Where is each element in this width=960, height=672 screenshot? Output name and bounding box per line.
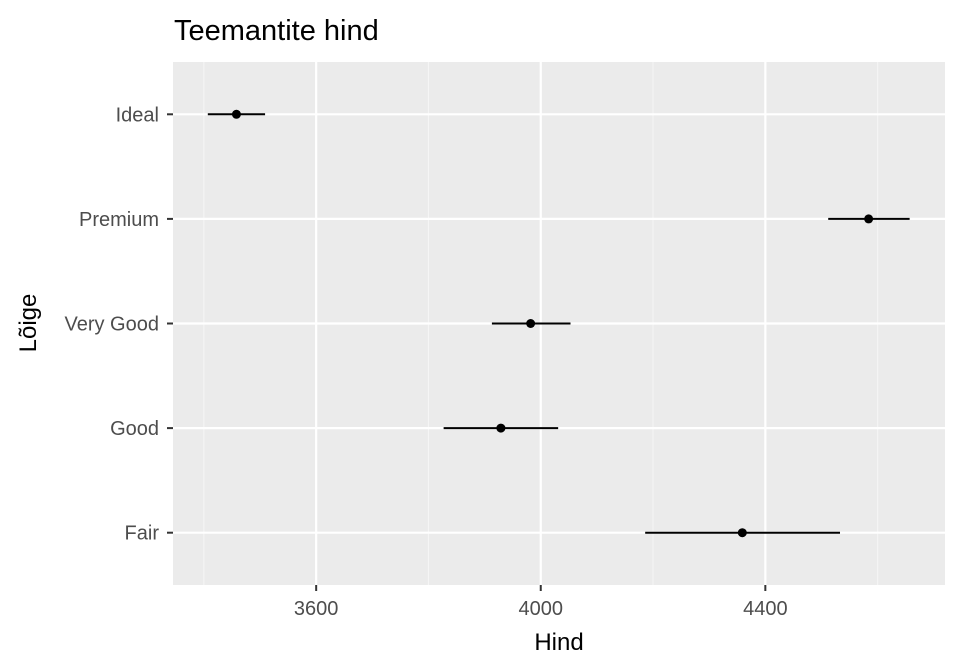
point-good <box>496 423 506 433</box>
data-marks <box>207 109 910 538</box>
chart-title: Teemantite hind <box>174 15 379 47</box>
x-tick-label: 3600 <box>294 598 339 620</box>
y-tick-label: Premium <box>79 209 159 231</box>
y-tick-label: Very Good <box>64 314 159 336</box>
y-axis: Fair Good Very Good Premium Ideal <box>64 104 173 545</box>
point-very-good <box>526 319 536 328</box>
point-fair <box>737 528 747 538</box>
point-ideal <box>231 109 241 119</box>
x-tick-label: 4400 <box>743 598 788 620</box>
y-tick-label: Fair <box>125 523 160 545</box>
x-axis-title: Hind <box>534 629 583 656</box>
y-axis-title: Lõige <box>15 294 42 353</box>
y-tick-label: Ideal <box>116 104 159 126</box>
y-tick-label: Good <box>110 418 159 440</box>
point-premium <box>864 214 874 224</box>
x-axis: 3600 4000 4400 <box>294 585 788 620</box>
x-tick-label: 4000 <box>519 598 564 620</box>
